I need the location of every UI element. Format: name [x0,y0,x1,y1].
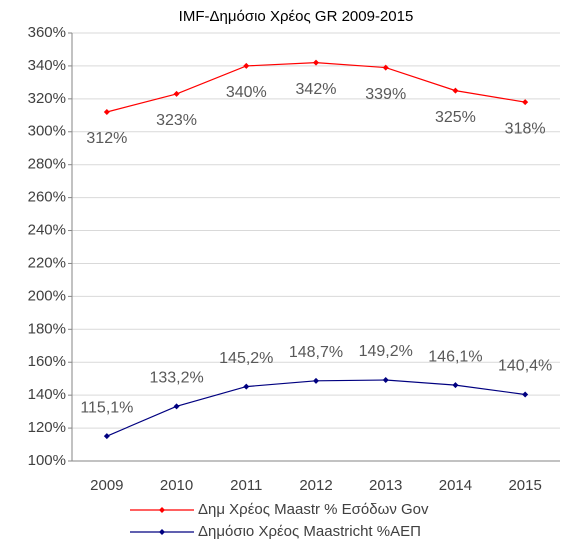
point [452,382,459,389]
y-tick-label: 140% [28,386,66,403]
y-tick-label: 360% [28,24,66,41]
legend-marker [159,507,165,513]
data-label: 149,2% [359,343,413,360]
chart-title: IMF-Δημόσιο Χρέος GR 2009-2015 [179,8,414,25]
y-tick-label: 180% [28,320,66,337]
point [522,391,529,398]
point [173,90,180,97]
point [103,433,110,440]
x-tick-label: 2009 [90,477,123,494]
x-tick-label: 2015 [508,477,541,494]
point [382,64,389,71]
point [243,62,250,69]
legend-marker [159,529,165,535]
y-tick-label: 300% [28,123,66,140]
point [103,109,110,116]
x-tick-label: 2012 [299,477,332,494]
point [313,59,319,66]
data-label: 340% [226,84,267,101]
data-label: 312% [86,130,127,147]
point [522,99,529,106]
legend-label: Δημόσιο Χρέος Maastricht %ΑΕΠ [198,523,421,540]
x-tick-label: 2014 [439,477,472,494]
x-tick-label: 2011 [230,477,262,494]
data-label: 140,4% [498,358,552,375]
y-tick-label: 220% [28,254,66,271]
point [452,87,459,94]
point [243,383,250,390]
data-label: 325% [435,109,476,126]
point [173,403,180,410]
y-tick-label: 320% [28,90,66,107]
legend-label: Δημ Χρέος Maastr % Εσόδων Gov [198,501,429,518]
x-tick-label: 2010 [160,477,193,494]
y-tick-label: 120% [28,419,66,436]
y-tick-label: 260% [28,189,66,206]
y-tick-label: 340% [28,57,66,74]
data-label: 148,7% [289,344,343,361]
data-label: 318% [505,120,546,137]
point [382,377,389,384]
y-tick-label: 280% [28,156,66,173]
x-tick-label: 2013 [369,477,402,494]
data-label: 115,1% [80,399,133,416]
data-label: 342% [296,81,337,98]
data-label: 146,1% [428,348,482,365]
data-label: 323% [156,112,197,129]
y-tick-label: 160% [28,353,66,370]
data-label: 339% [365,86,406,103]
y-tick-label: 100% [28,452,66,469]
data-label: 133,2% [149,370,203,387]
point [313,377,319,384]
y-tick-label: 200% [28,287,66,304]
data-label: 145,2% [219,350,273,367]
y-tick-label: 240% [28,222,66,239]
